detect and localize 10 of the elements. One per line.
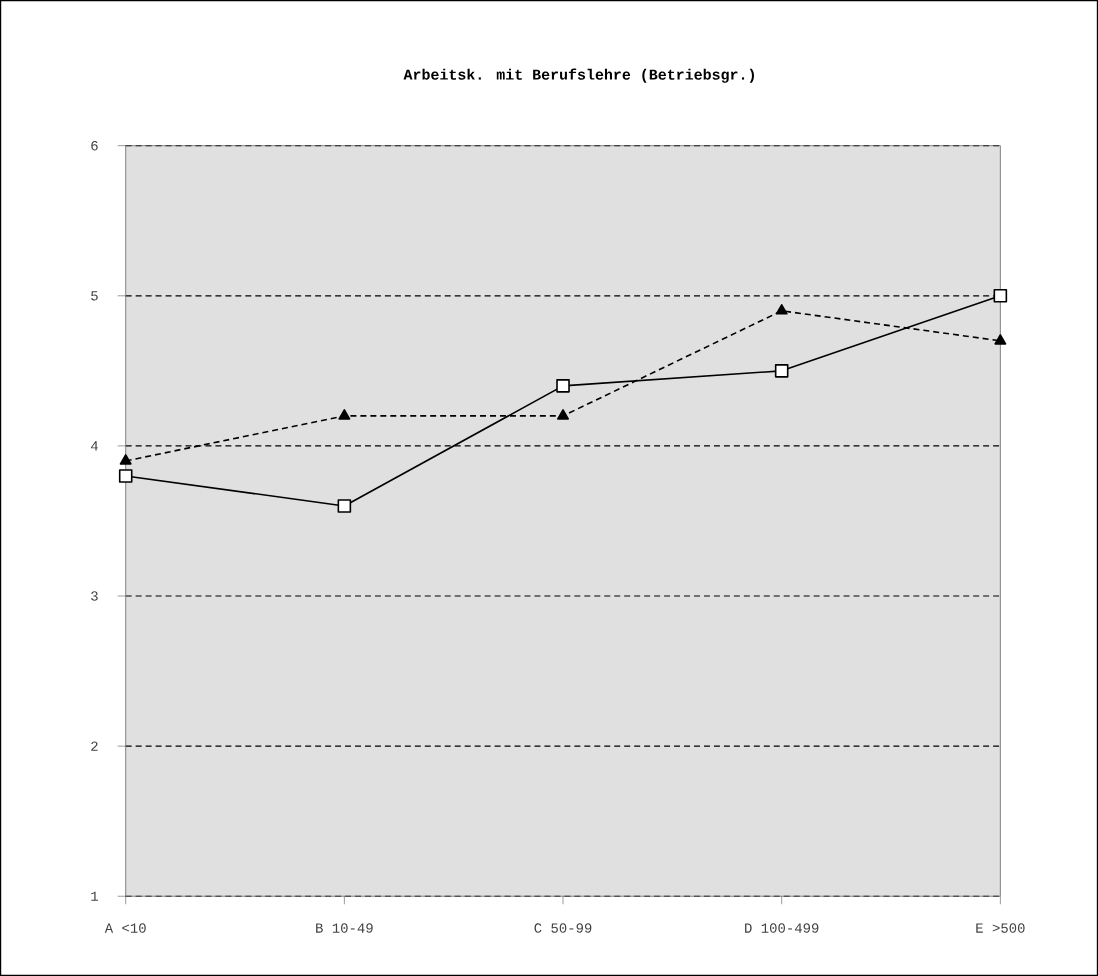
point — [775, 304, 788, 315]
point — [118, 469, 133, 483]
point — [337, 499, 352, 513]
point — [993, 289, 1008, 303]
point — [338, 409, 351, 420]
point — [994, 334, 1007, 345]
point — [556, 379, 570, 393]
point — [774, 364, 789, 378]
point — [557, 409, 570, 420]
point — [119, 454, 132, 465]
